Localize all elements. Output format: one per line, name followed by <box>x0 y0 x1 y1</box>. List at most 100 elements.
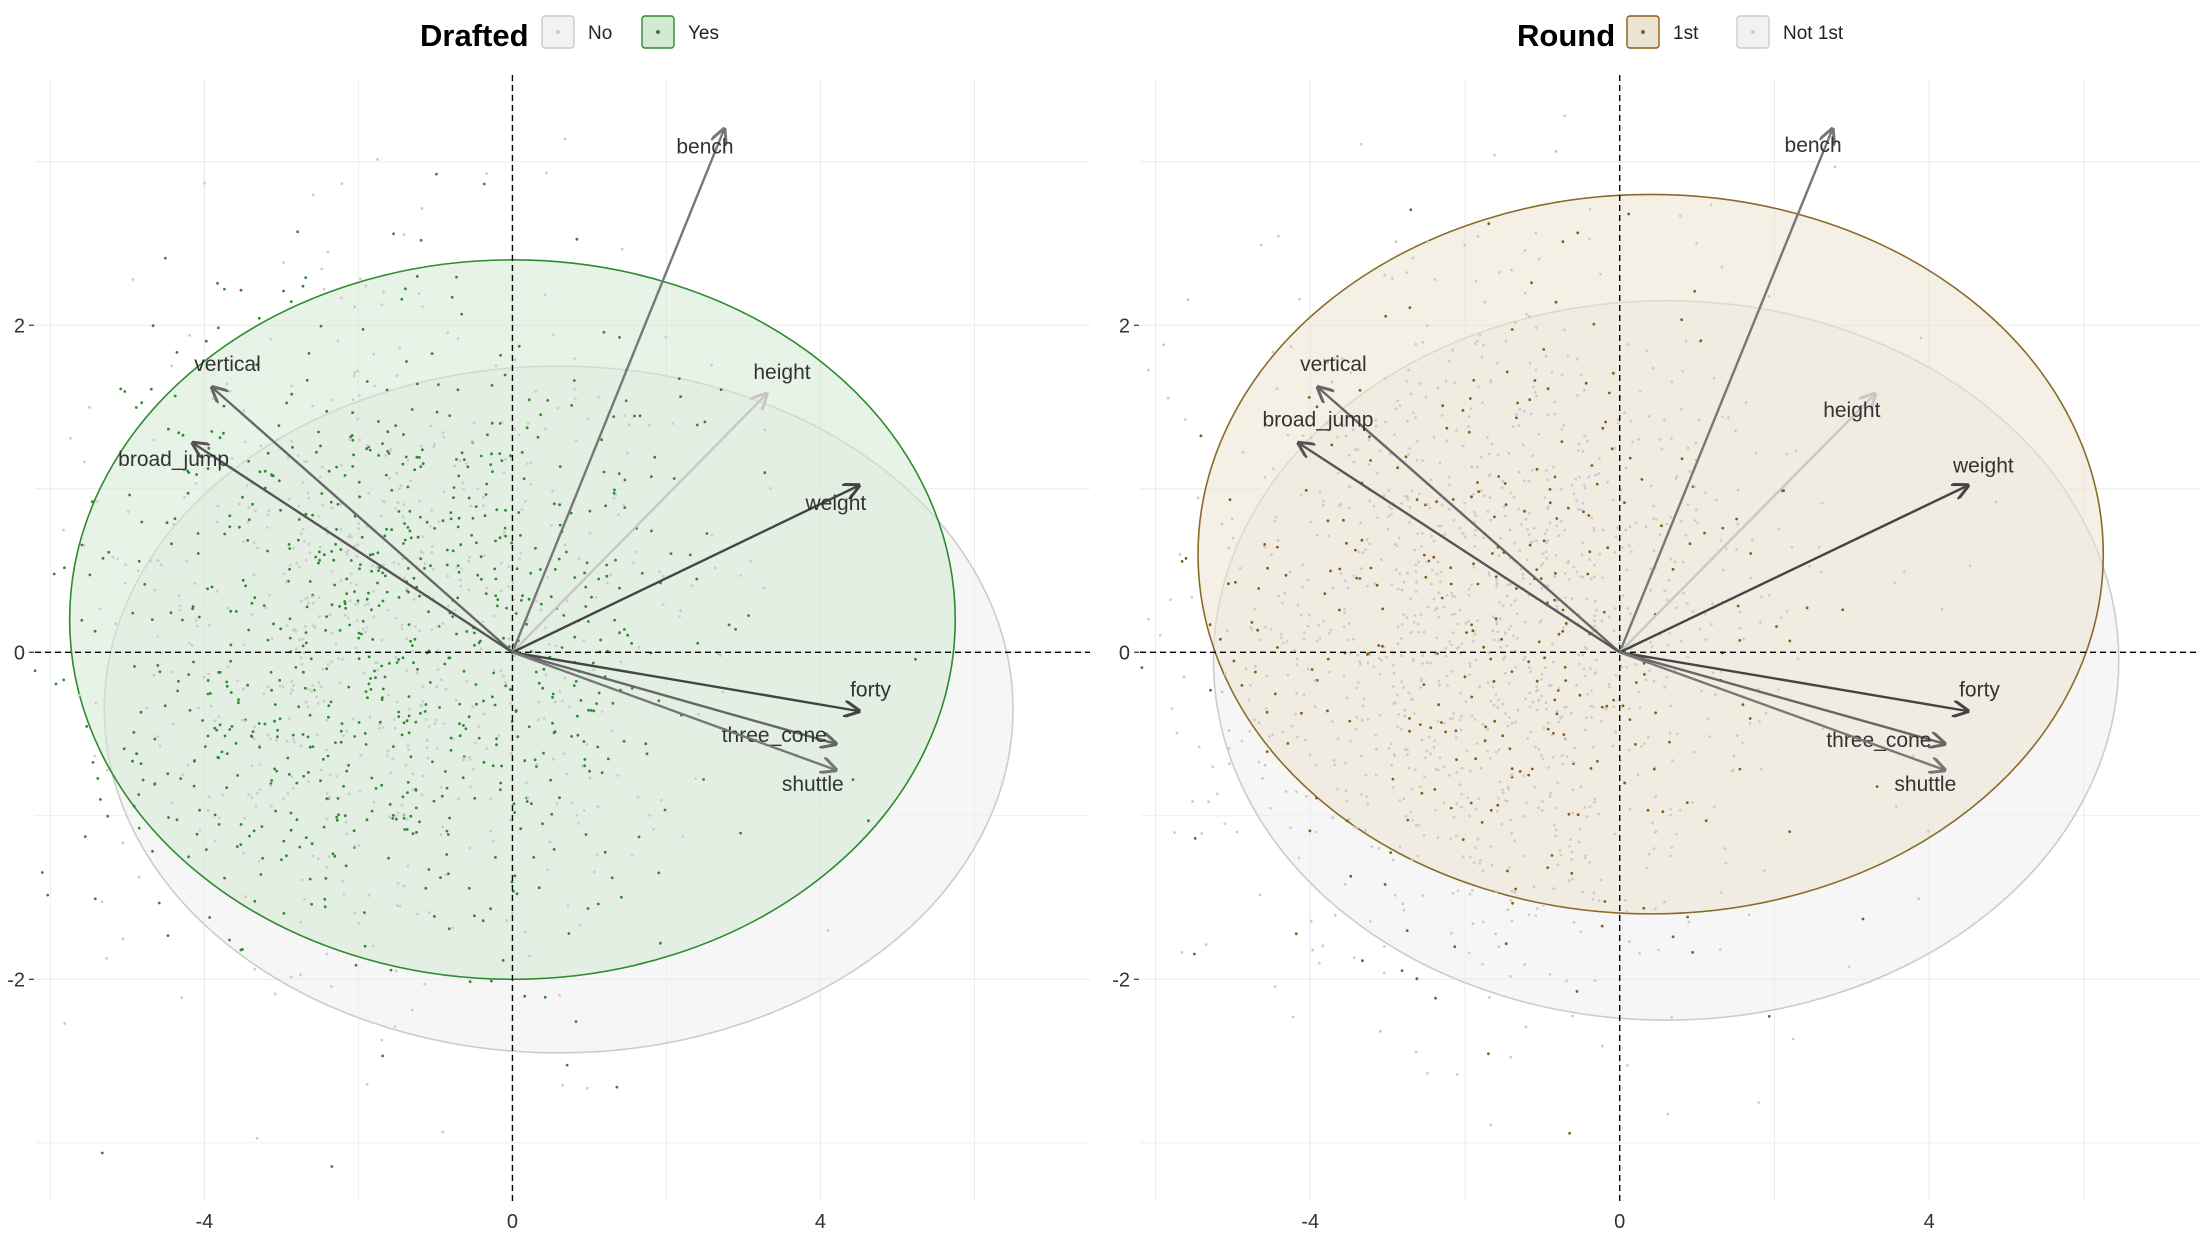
data-point <box>1517 424 1521 427</box>
data-point <box>381 599 385 603</box>
data-point <box>297 518 301 521</box>
variable-label-bench: bench <box>1785 134 1842 157</box>
data-point <box>180 996 184 999</box>
data-point <box>572 379 576 382</box>
data-point <box>441 622 445 625</box>
data-point <box>318 545 322 549</box>
data-point <box>455 458 458 461</box>
data-point <box>539 602 543 606</box>
data-point <box>1390 513 1393 516</box>
data-point <box>610 876 614 880</box>
data-point <box>1523 656 1527 659</box>
data-point <box>1663 685 1667 689</box>
data-point <box>1695 242 1698 245</box>
data-point <box>269 784 273 788</box>
data-point <box>176 689 180 693</box>
data-point <box>1487 452 1491 456</box>
data-point <box>406 791 409 794</box>
data-point <box>1271 350 1275 354</box>
variable-label-broad-jump: broad_jump <box>1263 409 1374 432</box>
data-point <box>1308 753 1312 757</box>
data-point <box>414 787 418 791</box>
data-point <box>1429 661 1433 665</box>
data-point <box>1488 757 1492 760</box>
data-point <box>546 399 550 402</box>
data-point <box>451 926 455 930</box>
data-point <box>1455 802 1459 806</box>
data-point <box>462 488 465 491</box>
data-point <box>1429 726 1433 730</box>
data-point <box>1510 767 1514 771</box>
data-point <box>1308 613 1311 617</box>
data-point <box>1616 421 1620 425</box>
data-point <box>1557 534 1561 537</box>
data-point <box>1414 570 1418 573</box>
data-point <box>545 171 548 175</box>
data-point <box>1833 165 1837 169</box>
data-point <box>244 584 248 588</box>
data-point <box>270 474 274 477</box>
data-point <box>1546 539 1550 542</box>
data-point <box>1352 637 1355 641</box>
data-point <box>1555 524 1558 528</box>
data-point <box>165 521 169 525</box>
data-point <box>325 817 329 821</box>
data-point <box>296 454 300 458</box>
data-point <box>1421 340 1425 344</box>
data-point <box>1414 563 1418 567</box>
data-point <box>1411 411 1415 415</box>
data-point <box>93 897 97 901</box>
data-point <box>1281 641 1285 645</box>
data-point <box>196 532 200 535</box>
data-point <box>401 557 405 561</box>
data-point <box>1534 368 1538 372</box>
data-point <box>1563 528 1567 532</box>
data-point <box>511 581 515 585</box>
data-point <box>1736 522 1740 526</box>
data-point <box>1625 665 1629 669</box>
data-point <box>1568 1131 1571 1135</box>
data-point <box>421 700 425 703</box>
data-point <box>1395 544 1399 548</box>
data-point <box>1348 485 1352 489</box>
data-point <box>1634 743 1637 746</box>
data-point <box>1528 543 1532 547</box>
data-point <box>321 503 325 507</box>
data-point <box>1541 800 1544 803</box>
data-point <box>357 394 361 397</box>
data-point <box>1368 542 1371 546</box>
data-point <box>330 631 334 635</box>
data-point <box>62 678 66 682</box>
data-point <box>321 668 325 671</box>
data-point <box>272 622 275 626</box>
data-point <box>1734 429 1737 433</box>
data-point <box>537 718 540 722</box>
data-point <box>83 460 86 464</box>
data-point <box>1394 240 1398 244</box>
arrow-bench <box>511 129 724 653</box>
data-point <box>458 459 462 463</box>
data-point <box>413 637 417 641</box>
data-point <box>1553 475 1557 479</box>
data-point <box>617 472 621 475</box>
data-point <box>278 678 282 682</box>
data-point <box>1463 535 1467 539</box>
data-point <box>1304 488 1308 492</box>
data-point <box>1575 357 1579 361</box>
data-point <box>1460 766 1464 770</box>
data-point <box>557 557 561 561</box>
data-point <box>659 941 662 945</box>
data-point <box>1514 665 1518 669</box>
data-point <box>509 454 512 458</box>
data-point <box>338 629 342 632</box>
data-point <box>1478 862 1482 865</box>
data-point <box>1422 683 1426 686</box>
data-point <box>421 448 424 452</box>
data-point <box>1706 717 1710 721</box>
data-point <box>157 901 161 905</box>
data-point <box>498 422 502 425</box>
data-point <box>593 870 596 874</box>
data-point <box>1579 785 1583 789</box>
data-point <box>1423 756 1427 760</box>
data-point <box>1592 526 1596 530</box>
